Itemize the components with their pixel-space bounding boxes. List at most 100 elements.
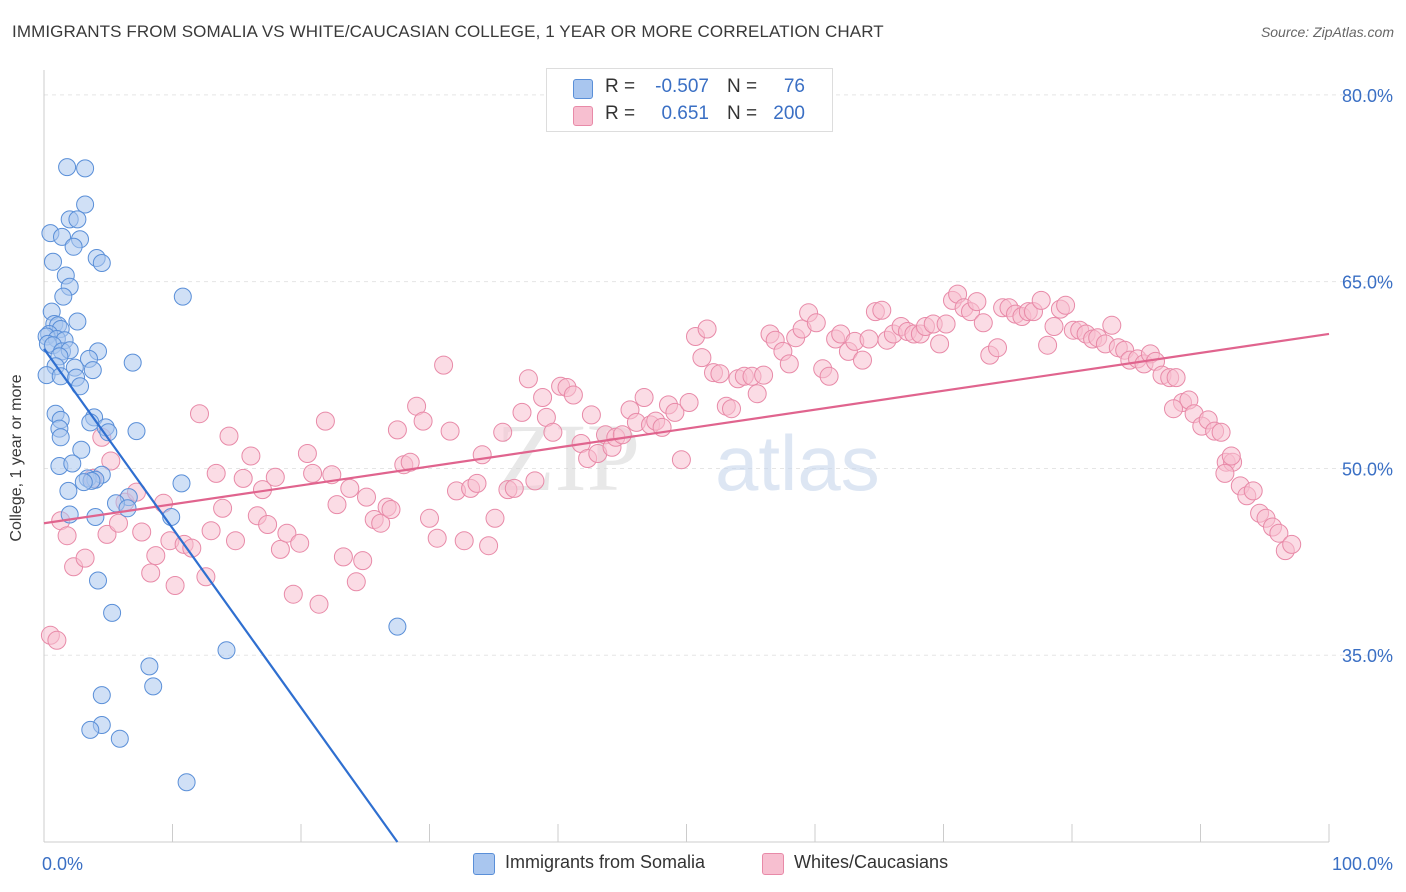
somalia-point-35 — [83, 361, 102, 380]
whites-point-53 — [387, 420, 407, 440]
whites-point-48 — [357, 487, 376, 507]
whites-point-181 — [1211, 422, 1231, 442]
whites-point-194 — [1164, 399, 1183, 419]
whites-point-40 — [309, 594, 329, 614]
tick-labels: 80.0% 65.0% 50.0% 35.0% 0.0% 100.0% — [42, 86, 1393, 874]
somalia-point-14 — [54, 287, 73, 306]
whites-point-67 — [479, 536, 499, 556]
somalia-point-67 — [140, 657, 159, 676]
whites-point-46 — [346, 572, 366, 592]
whites-point-41 — [315, 411, 335, 431]
bottom-legend-somalia[interactable]: Immigrants from Somalia — [473, 852, 733, 876]
legend-r-value: 0.651 — [661, 103, 709, 124]
whites-point-37 — [290, 533, 310, 553]
whites-point-155 — [1044, 317, 1064, 336]
legend-swatch-blue — [573, 79, 593, 99]
whites-point-96 — [665, 402, 685, 422]
whites-point-26 — [219, 426, 239, 446]
whites-point-110 — [754, 365, 774, 385]
whites-point-100 — [692, 348, 712, 368]
whites-point-73 — [518, 369, 538, 389]
legend-n-value: 200 — [773, 103, 805, 124]
whites-point-8 — [97, 524, 117, 544]
whites-point-137 — [930, 334, 950, 354]
whites-point-71 — [504, 478, 524, 498]
y-axis-label: College, 1 year or more — [8, 374, 25, 542]
somalia-point-48 — [51, 428, 70, 447]
somalia-point-63 — [89, 571, 107, 590]
whites-point-138 — [936, 314, 956, 334]
somalia-trend-line — [43, 348, 399, 843]
whites-point-77 — [543, 422, 563, 442]
whites-point-50 — [371, 513, 391, 533]
whites-point-24 — [206, 463, 226, 483]
whites-point-157 — [1056, 295, 1076, 315]
whites-point-59 — [427, 528, 447, 548]
somalia-point-73 — [177, 773, 196, 792]
source-label: Source: ZipAtlas.com — [1260, 24, 1394, 40]
whites-point-128 — [872, 300, 892, 320]
whites-point-74 — [525, 471, 545, 491]
whites-point-120 — [819, 366, 839, 386]
y-tick-label: 35.0% — [1342, 646, 1393, 666]
whites-point-88 — [612, 425, 632, 445]
bottom-legend-whites[interactable]: Whites/Caucasians — [762, 852, 982, 876]
somalia-point-4 — [68, 210, 87, 229]
somalia-point-66 — [217, 641, 236, 660]
whites-point-36 — [283, 584, 303, 604]
legend-n-label: N = — [727, 103, 758, 124]
somalia-point-57 — [59, 481, 78, 500]
legend-swatch-pink — [573, 106, 593, 126]
x-tick-label: 0.0% — [42, 854, 83, 874]
somalia-point-56 — [172, 474, 191, 493]
whites-point-65 — [467, 473, 487, 493]
whites-point-23 — [201, 521, 221, 541]
somalia-point-6 — [53, 227, 71, 246]
legend-row-somalia: R = -0.507 N = 76 — [547, 75, 832, 101]
whites-point-47 — [353, 551, 373, 571]
whites-point-101 — [697, 319, 717, 339]
whites-point-83 — [581, 405, 601, 425]
somalia-point-49 — [72, 440, 91, 459]
somalia-point-55 — [74, 473, 93, 492]
bottom-legend-swatch-blue — [473, 853, 495, 875]
somalia-point-68 — [144, 677, 163, 696]
whites-point-21 — [190, 404, 209, 424]
whites-point-103 — [710, 364, 730, 384]
legend-r-label: R = — [605, 103, 636, 124]
somalia-point-32 — [123, 353, 142, 372]
somalia-point-18 — [68, 312, 87, 331]
whites-point-125 — [853, 350, 872, 370]
legend-n-label: N = — [727, 76, 758, 97]
somalia-point-72 — [110, 729, 129, 748]
whites-point-146 — [988, 338, 1007, 358]
somalia-point-0 — [58, 158, 77, 177]
y-tick-label: 50.0% — [1342, 459, 1393, 479]
whites-point-174 — [1166, 368, 1186, 388]
whites-point-9 — [101, 451, 121, 471]
whites-point-195 — [1215, 463, 1235, 483]
watermark-atlas: atlas — [715, 419, 880, 507]
whites-point-153 — [1031, 290, 1051, 310]
axes — [43, 70, 1330, 843]
whites-point-69 — [493, 422, 513, 442]
whites-point-39 — [303, 463, 323, 483]
whites-point-29 — [241, 446, 261, 466]
whites-point-25 — [213, 498, 233, 518]
whites-point-35 — [277, 523, 297, 543]
bottom-legend-swatch-pink — [762, 853, 784, 875]
legend-r-label: R = — [605, 76, 636, 97]
whites-point-193 — [1221, 446, 1241, 466]
y-tick-label: 65.0% — [1342, 273, 1393, 293]
whites-point-72 — [512, 402, 532, 422]
whites-point-18 — [165, 576, 185, 595]
whites-point-97 — [671, 450, 691, 470]
somalia-point-46 — [127, 422, 146, 441]
whites-point-38 — [297, 444, 317, 463]
whites-point-45 — [340, 478, 360, 498]
whites-point-60 — [434, 355, 454, 375]
whites-point-33 — [265, 467, 285, 487]
whites-trend-line — [43, 332, 1330, 525]
whites-point-186 — [1243, 481, 1263, 501]
